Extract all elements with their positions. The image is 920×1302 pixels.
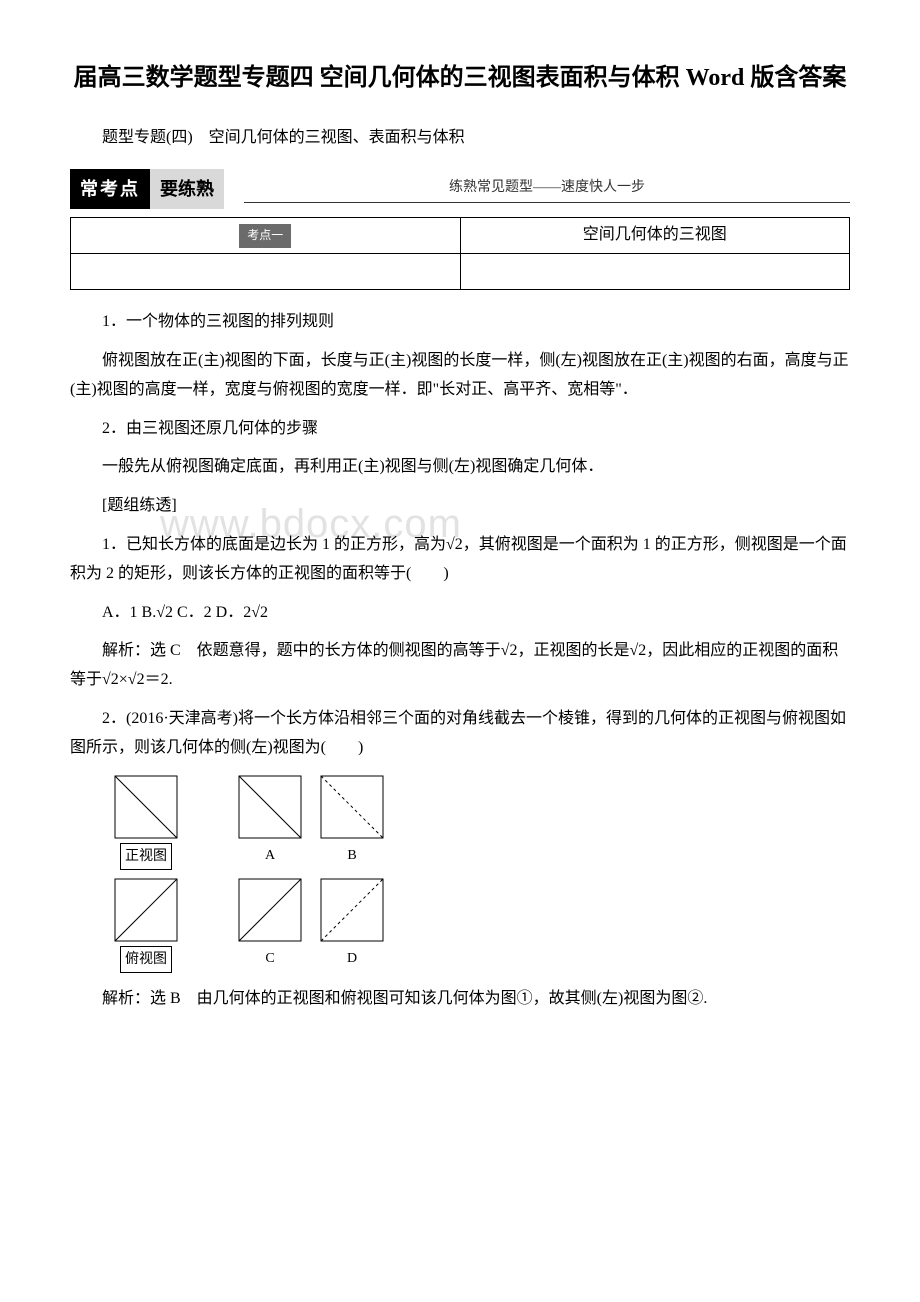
para-3: 2．由三视图还原几何体的步骤 [70,415,850,444]
page-title: 届高三数学题型专题四 空间几何体的三视图表面积与体积 Word 版含答案 [70,60,850,96]
topic-label: 考点一 [239,224,291,248]
label-d: D [347,946,357,971]
figure-option-a: A [238,775,302,870]
para-10: 解析：选 B 由几何体的正视图和俯视图可知该几何体为图①，故其侧(左)视图为图②… [70,985,850,1014]
figure-option-b: B [320,775,384,870]
figure-options-grid: A B C D [238,775,384,973]
practice-note: 练熟常见题型——速度快人一步 [244,175,850,203]
figure-left-col: 正视图 俯视图 [114,775,178,973]
para-9: 2．(2016·天津高考)将一个长方体沿相邻三个面的对角线截去一个棱锥，得到的几… [70,705,850,763]
figures: 正视图 俯视图 A B [114,775,850,973]
practice-header: 常考点 要练熟 练熟常见题型——速度快人一步 [70,169,850,209]
figure-top: 俯视图 [114,878,178,973]
practice-badge: 常考点 [70,169,150,209]
topic-right-cell: 空间几何体的三视图 [460,218,850,254]
topic-table: 考点一 空间几何体的三视图 [70,217,850,290]
para-8: 解析：选 C 依题意得，题中的长方体的侧视图的高等于√2，正视图的长是√2，因此… [70,637,850,695]
label-b: B [347,843,356,868]
practice-after: 要练熟 [150,169,224,209]
caption-front: 正视图 [120,843,172,870]
topic-left-cell: 考点一 [71,218,461,254]
para-1: 1．一个物体的三视图的排列规则 [70,308,850,337]
label-a: A [265,843,275,868]
subtitle: 题型专题(四) 空间几何体的三视图、表面积与体积 [70,124,850,153]
para-5: [题组练透] [70,492,850,521]
para-6: 1．已知长方体的底面是边长为 1 的正方形，高为√2，其俯视图是一个面积为 1 … [70,531,850,589]
label-c: C [265,946,274,971]
caption-top: 俯视图 [120,946,172,973]
para-2: 俯视图放在正(主)视图的下面，长度与正(主)视图的长度一样，侧(左)视图放在正(… [70,347,850,405]
para-7: A．1 B.√2 C．2 D．2√2 [70,599,850,628]
topic-empty-right [460,254,850,290]
figure-option-d: D [320,878,384,973]
topic-empty-left [71,254,461,290]
para-4: 一般先从俯视图确定底面，再利用正(主)视图与侧(左)视图确定几何体． [70,453,850,482]
figure-front: 正视图 [114,775,178,870]
figure-option-c: C [238,878,302,973]
